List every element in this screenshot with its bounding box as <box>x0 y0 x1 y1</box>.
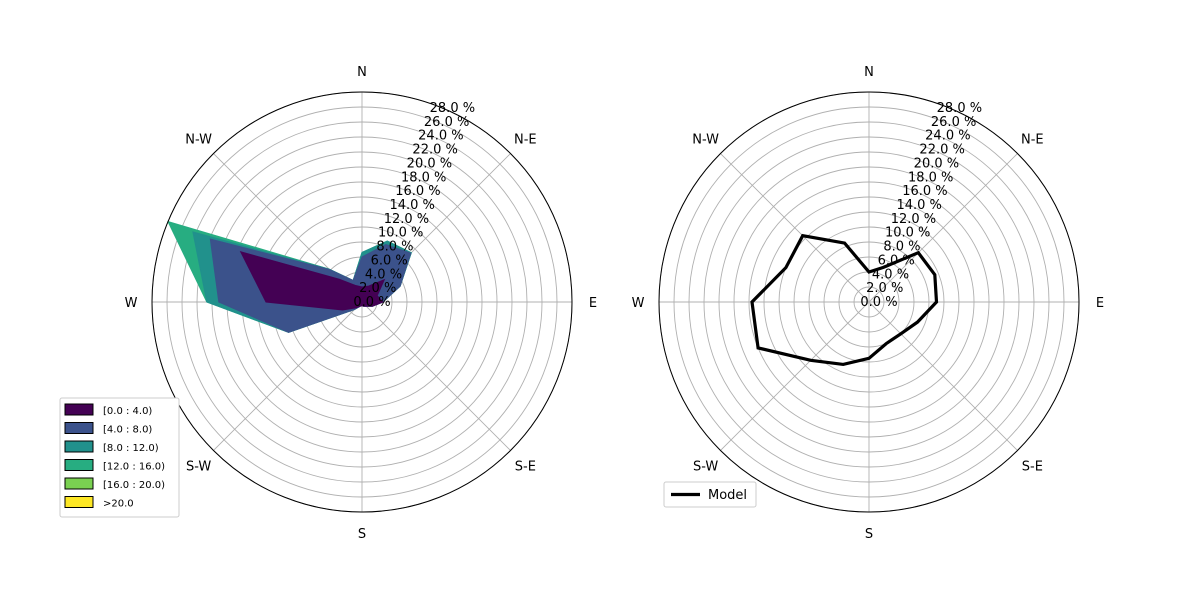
direction-label-n-w: N-W <box>692 133 719 148</box>
direction-label-s: S <box>865 527 873 542</box>
direction-label-s-w: S-W <box>693 459 718 474</box>
radial-tick-label: 0.0 % <box>860 295 897 310</box>
direction-label-s-e: S-E <box>515 459 536 474</box>
speed-bin-area-0 <box>239 251 386 311</box>
radial-tick-label: 18.0 % <box>401 170 446 185</box>
radial-tick-label: 8.0 % <box>376 240 413 255</box>
radial-tick-label: 2.0 % <box>359 281 396 296</box>
polar-frame <box>658 91 1080 513</box>
legend-label-1: [4.0 : 8.0) <box>103 425 152 436</box>
radial-tick-label: 8.0 % <box>883 240 920 255</box>
direction-label-n: N <box>357 65 367 80</box>
legend-swatch-0 <box>64 403 94 416</box>
legend-label-2: [8.0 : 12.0) <box>103 443 159 454</box>
radial-tick-label: 6.0 % <box>878 253 915 268</box>
direction-label-s-e: S-E <box>1022 459 1043 474</box>
legend: [0.0 : 4.0) [4.0 : 8.0) [8.0 : 12.0) [12.0 … <box>59 397 180 518</box>
radial-tick-label: 24.0 % <box>418 129 463 144</box>
legend-swatch-2 <box>64 440 94 453</box>
direction-label-s-w: S-W <box>186 459 211 474</box>
legend-label-4: [16.0 : 20.0) <box>103 480 165 491</box>
direction-label-n: N <box>864 65 874 80</box>
radial-tick-label: 18.0 % <box>908 170 953 185</box>
direction-label-w: W <box>632 296 645 311</box>
direction-label-w: W <box>125 296 138 311</box>
radial-tick-label: 22.0 % <box>412 143 457 158</box>
radial-tick-label: 4.0 % <box>872 267 909 282</box>
polar-frame <box>151 91 573 513</box>
legend-swatch-5 <box>64 496 94 508</box>
grid-spoke <box>720 153 870 303</box>
grid-spoke <box>361 301 511 451</box>
radial-tick-label: 2.0 % <box>866 281 903 296</box>
radial-tick-label: 28.0 % <box>937 101 982 116</box>
radial-tick-label: 20.0 % <box>914 156 959 171</box>
direction-label-s: S <box>358 527 366 542</box>
grid-spoke <box>868 301 1018 451</box>
radial-tick-label: 14.0 % <box>896 198 941 213</box>
radial-tick-label: 28.0 % <box>430 101 475 116</box>
radial-tick-label: 10.0 % <box>885 226 930 241</box>
windrose-right-panel: N N-E E S-E S S-W W N-W 0.0 %2.0 %4.0 %6.0 %8.0 … <box>632 65 1105 542</box>
direction-label-n-w: N-W <box>185 133 212 148</box>
radial-tick-label: 16.0 % <box>902 184 947 199</box>
direction-label-n-e: N-E <box>514 133 537 148</box>
radial-tick-label: 16.0 % <box>395 184 440 199</box>
direction-label-e: E <box>1096 296 1104 311</box>
legend-swatch-4 <box>64 477 94 490</box>
grid-spoke <box>720 301 870 451</box>
radial-tick-label: 12.0 % <box>891 212 936 227</box>
radial-tick-label: 20.0 % <box>407 156 452 171</box>
radial-tick-label: 0.0 % <box>353 295 390 310</box>
legend-swatch-1 <box>64 422 94 434</box>
radial-tick-label: 24.0 % <box>925 129 970 144</box>
radial-tick-label: 26.0 % <box>424 115 469 130</box>
legend-label-model: Model <box>708 488 747 503</box>
legend-swatch-3 <box>64 459 94 471</box>
direction-label-n-e: N-E <box>1021 133 1044 148</box>
legend-label-0: [0.0 : 4.0) <box>103 406 152 417</box>
direction-label-e: E <box>589 296 597 311</box>
radial-tick-label: 22.0 % <box>919 143 964 158</box>
windrose-left-panel: N N-E E S-E S S-W W N-W 0.0 %2.0 %4.0 %6.0 %8.0 … <box>59 65 597 542</box>
radial-tick-label: 6.0 % <box>371 253 408 268</box>
legend: Model <box>663 481 757 508</box>
radial-tick-label: 26.0 % <box>931 115 976 130</box>
grid-spoke <box>868 153 1018 303</box>
model-line <box>750 233 939 367</box>
grid-spoke <box>213 301 363 451</box>
radial-tick-label: 4.0 % <box>365 267 402 282</box>
radial-tick-label: 14.0 % <box>389 198 434 213</box>
radial-tick-label: 12.0 % <box>384 212 429 227</box>
legend-label-3: [12.0 : 16.0) <box>103 462 165 473</box>
legend-label-5: >20.0 <box>103 499 134 510</box>
legend-frame <box>663 481 757 508</box>
radial-tick-label: 10.0 % <box>378 226 423 241</box>
